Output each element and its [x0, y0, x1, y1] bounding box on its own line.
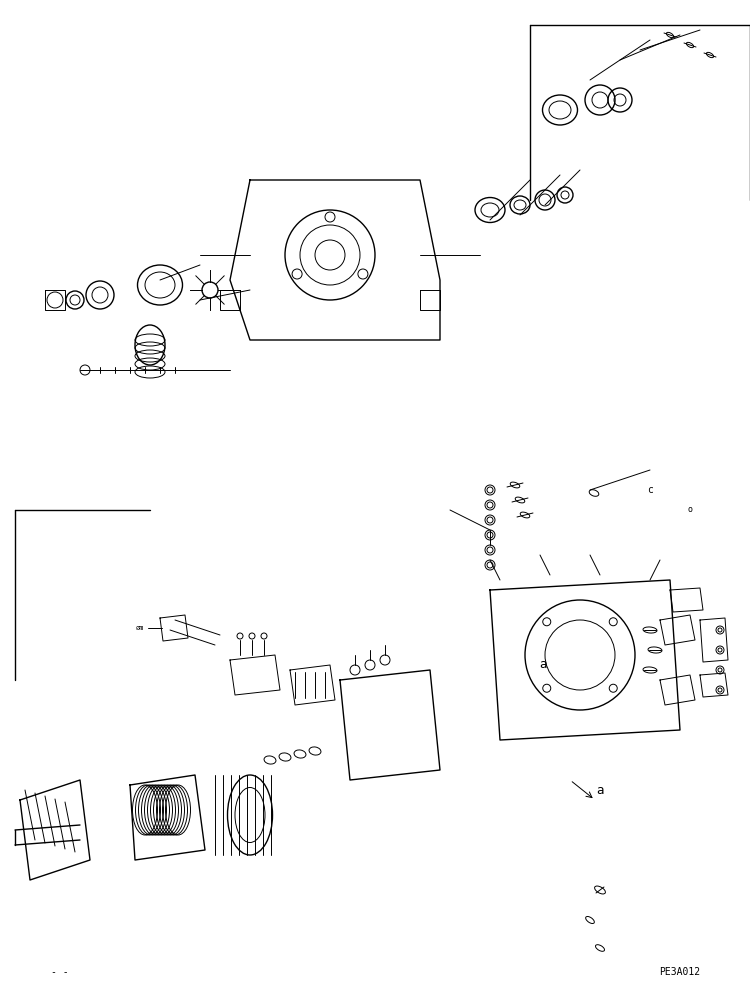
Text: - -: - - — [51, 967, 69, 977]
Text: c: c — [647, 485, 653, 495]
Text: o: o — [688, 506, 692, 515]
Text: a: a — [539, 658, 547, 671]
Text: ∅m: ∅m — [136, 625, 144, 631]
Text: a: a — [596, 783, 604, 797]
Text: PE3A012: PE3A012 — [659, 967, 700, 977]
